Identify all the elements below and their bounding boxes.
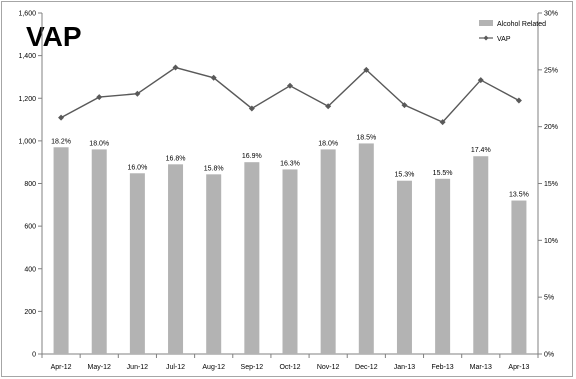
left-axis-tick-label: 0	[32, 352, 36, 359]
left-axis: 0 200 400 600 800 1,000 1,200 1,400 1,600	[18, 11, 43, 359]
x-axis: Apr-12 May-12 Jun-12 Jul-12 Aug-12 Sep-12 Oct-…	[41, 353, 539, 371]
left-axis-tick-label: 1,000	[18, 138, 36, 145]
bar-data-label: 13.5%	[509, 192, 529, 199]
bar	[396, 180, 412, 354]
bar	[358, 143, 374, 354]
bar-data-label: 17.4%	[471, 147, 491, 154]
right-axis-tick-label: 30%	[544, 11, 558, 18]
bar	[435, 178, 451, 354]
bar	[511, 200, 527, 354]
vap-point	[210, 74, 217, 81]
legend-label-vap: VAP	[497, 36, 511, 43]
x-axis-tick-label: Aug-12	[202, 364, 225, 371]
bar-data-label: 18.0%	[89, 140, 109, 147]
bar	[168, 164, 184, 354]
x-axis-tick-label: Apr-12	[51, 364, 72, 371]
bar-data-label: 18.2%	[51, 138, 71, 145]
chart-title: VAP	[26, 21, 82, 52]
bar	[53, 147, 69, 354]
x-axis-tick-label: Nov-12	[317, 364, 340, 371]
x-axis-tick-label: Oct-12	[279, 364, 300, 371]
right-axis-tick-label: 5%	[544, 295, 554, 302]
right-axis-tick-label: 0%	[544, 352, 554, 359]
left-axis-tick-label: 1,600	[18, 11, 36, 18]
vap-point	[172, 64, 179, 71]
vap-point	[401, 102, 408, 109]
vap-line	[60, 66, 520, 123]
bar-data-label: 18.5%	[356, 134, 376, 141]
left-axis-tick-label: 200	[24, 309, 36, 316]
x-axis-tick-label: Jul-12	[166, 364, 185, 371]
bar	[244, 162, 260, 354]
legend: Alcohol Related VAP	[479, 20, 546, 43]
vap-point	[477, 77, 484, 84]
right-axis-tick-label: 25%	[544, 67, 558, 74]
left-axis-tick-label: 800	[24, 181, 36, 188]
line-series	[58, 64, 522, 126]
vap-point	[134, 90, 141, 97]
bar	[129, 173, 145, 354]
left-axis-tick-label: 1,200	[18, 96, 36, 103]
vap-point	[96, 94, 103, 101]
bar	[473, 156, 489, 354]
x-axis-tick-label: Sep-12	[241, 364, 264, 371]
bar-series	[53, 143, 527, 354]
left-axis-tick-label: 400	[24, 266, 36, 273]
vap-point	[58, 114, 65, 121]
bar	[320, 149, 336, 354]
vap-point	[439, 119, 446, 126]
x-axis-tick-label: Jan-13	[394, 364, 416, 371]
bar-data-label: 16.8%	[166, 155, 186, 162]
x-axis-tick-label: Feb-13	[432, 364, 454, 371]
vap-point	[325, 103, 332, 110]
x-axis-tick-label: Dec-12	[355, 364, 378, 371]
left-axis-tick-label: 1,400	[18, 53, 36, 60]
legend-swatch-alcohol-related	[479, 20, 493, 26]
bar	[206, 174, 222, 354]
bar-data-label: 16.0%	[127, 164, 147, 171]
bar-data-label: 15.5%	[433, 170, 453, 177]
right-axis-tick-label: 15%	[544, 181, 558, 188]
vap-point	[248, 105, 255, 112]
vap-point	[363, 66, 370, 73]
bar-data-label: 15.8%	[204, 165, 224, 172]
x-axis-tick-label: Mar-13	[470, 364, 492, 371]
x-axis-tick-label: May-12	[88, 364, 111, 371]
x-axis-tick-label: Apr-13	[508, 364, 529, 371]
legend-marker-vap	[483, 35, 489, 41]
right-axis-tick-label: 20%	[544, 124, 558, 131]
vap-point	[515, 97, 522, 104]
x-axis-tick-label: Jun-12	[127, 364, 149, 371]
bar-data-label: 15.3%	[395, 172, 415, 179]
vap-point	[287, 82, 293, 89]
legend-label-alcohol-related: Alcohol Related	[497, 21, 546, 28]
bar	[91, 149, 107, 354]
right-axis-tick-label: 10%	[544, 238, 558, 245]
bar-data-label: 18.0%	[318, 140, 338, 147]
left-axis-tick-label: 600	[24, 224, 36, 231]
bar-data-labels: 18.2% 18.0% 16.0% 16.8% 15.8% 16.9% 16.3% 18.0%…	[51, 134, 529, 198]
right-axis: 0% 5% 10% 15% 20% 25% 30%	[537, 11, 558, 359]
bar-data-label: 16.9%	[242, 153, 262, 160]
bar-data-label: 16.3%	[280, 160, 300, 167]
bar	[282, 169, 298, 354]
